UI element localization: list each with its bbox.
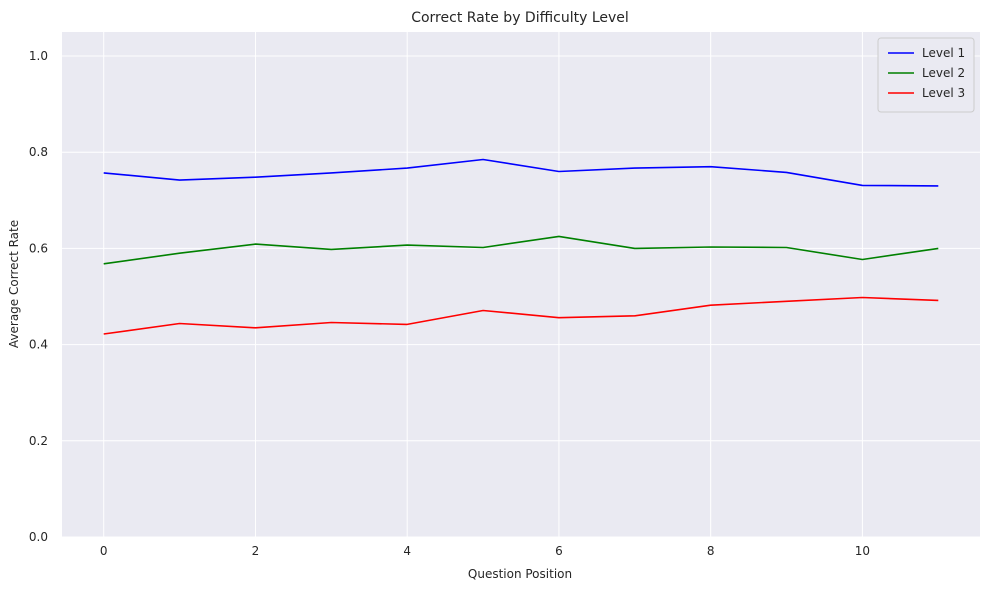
- y-tick-labels: 0.0 0.2 0.4 0.6 0.8 1.0: [29, 49, 48, 544]
- series-line-2: [103, 235, 939, 265]
- y-tick-label: 0.0: [29, 530, 48, 544]
- y-tick-label: 1.0: [29, 49, 48, 63]
- x-tick-label: 2: [252, 544, 260, 558]
- y-tick-label: 0.2: [29, 434, 48, 448]
- x-tick-label: 0: [100, 544, 108, 558]
- y-tick-label: 0.4: [29, 338, 48, 352]
- series-lines: [103, 158, 939, 335]
- legend: Level 1 Level 2 Level 3: [877, 37, 975, 113]
- legend-label: Level 1: [922, 46, 965, 60]
- y-tick-label: 0.8: [29, 145, 48, 159]
- legend-label: Level 2: [922, 66, 965, 80]
- chart-title: Correct Rate by Difficulty Level: [411, 10, 629, 26]
- plot-area: [62, 32, 980, 537]
- x-tick-labels: 0 2 4 6 8 10: [100, 544, 870, 558]
- x-tick-label: 4: [403, 544, 411, 558]
- y-axis-label: Average Correct Rate: [7, 220, 21, 348]
- legend-label: Level 3: [922, 86, 965, 100]
- x-tick-label: 10: [855, 544, 870, 558]
- grid-lines: [62, 32, 980, 538]
- x-tick-label: 6: [555, 544, 563, 558]
- series-line-1: [103, 158, 939, 187]
- y-tick-label: 0.6: [29, 241, 48, 255]
- x-tick-label: 8: [707, 544, 715, 558]
- series-line-3: [103, 296, 939, 335]
- x-axis-label: Question Position: [468, 567, 572, 581]
